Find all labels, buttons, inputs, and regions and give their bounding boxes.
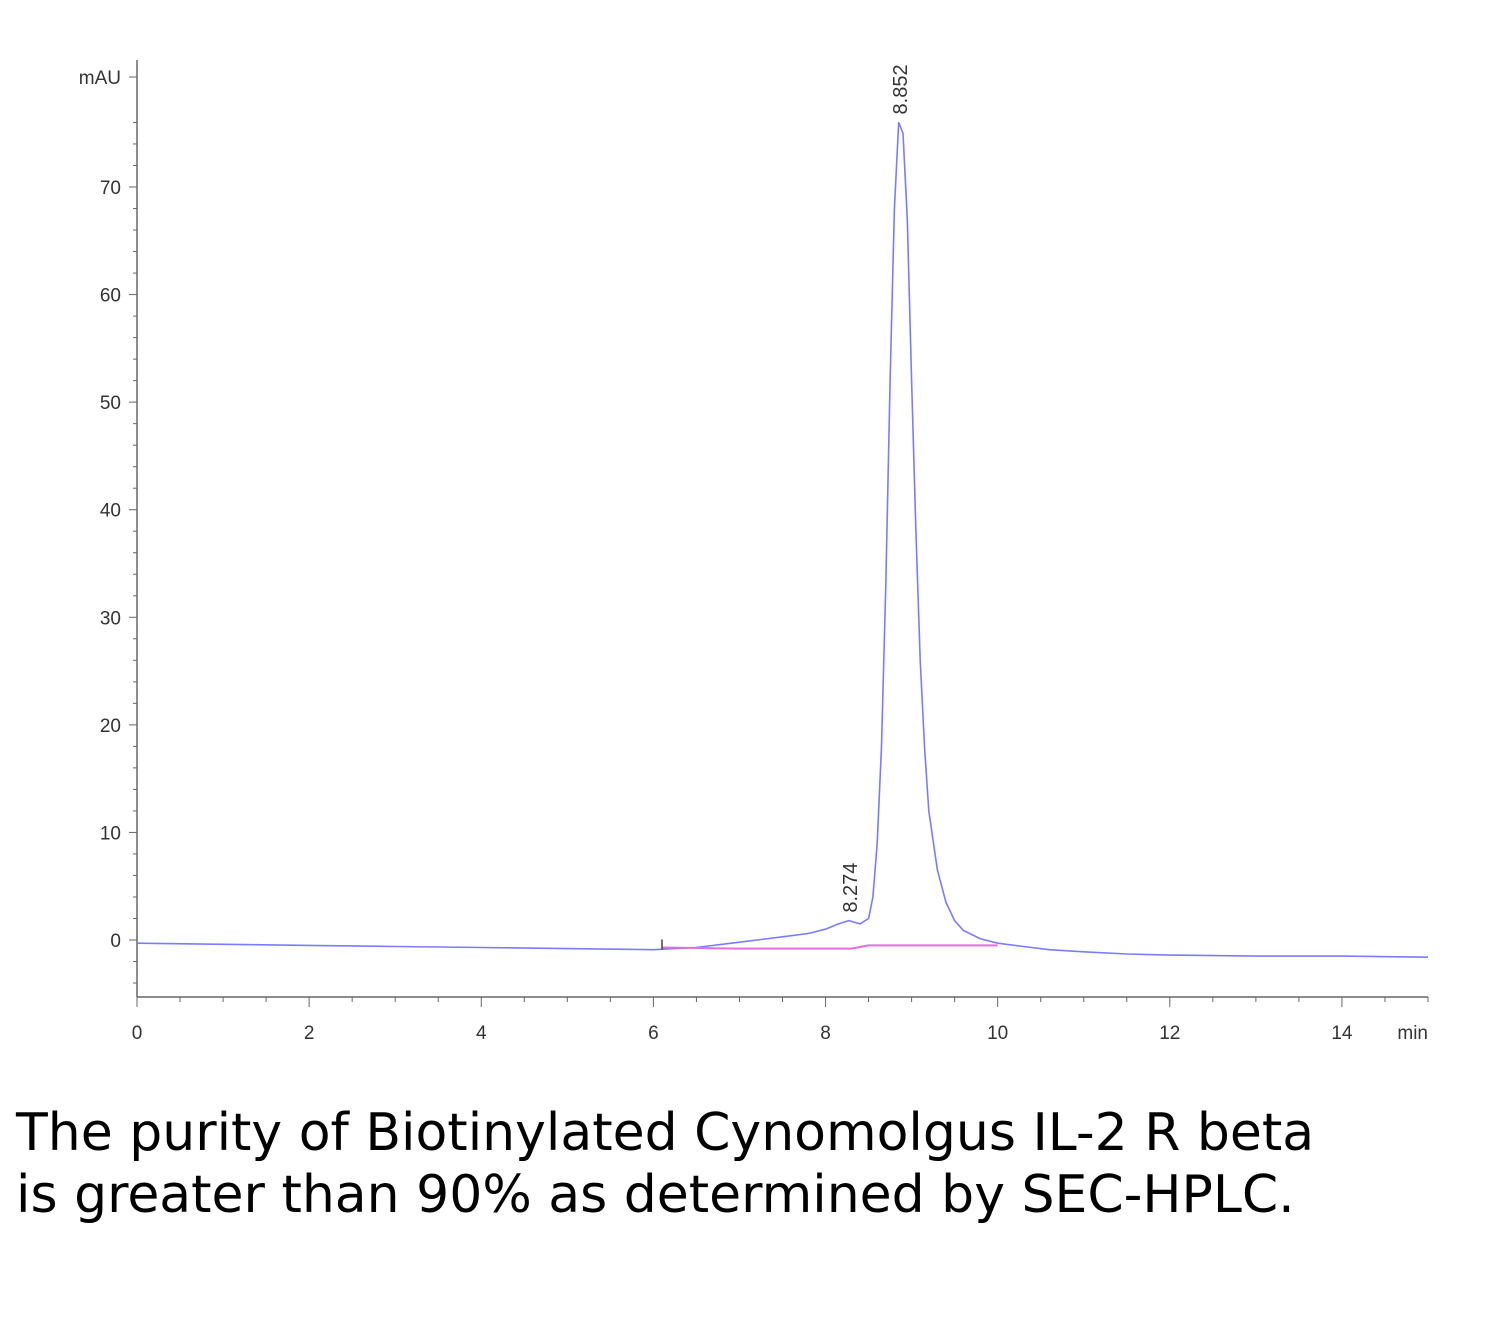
x-tick-label: 4 (476, 1023, 487, 1044)
y-tick-label: 10 (100, 823, 121, 844)
x-tick-label: 14 (1331, 1023, 1353, 1044)
axes: 0 10 20 30 40 50 60 70 mAU 0 2 4 6 8 10 12 14 min (79, 60, 1429, 1044)
figure-caption: The purity of Biotinylated Cynomolgus IL… (16, 1103, 1315, 1225)
x-tick-label: 2 (304, 1023, 315, 1044)
x-tick-label: 6 (648, 1023, 659, 1044)
chromatogram-line (136, 121, 1429, 958)
y-tick-label: 60 (100, 286, 121, 307)
x-tick-label: 8 (820, 1023, 831, 1044)
labels-group: 8.274 8.852 (840, 64, 912, 912)
y-tick-label: 40 (100, 501, 121, 522)
y-axis-unit-label: mAU (79, 68, 121, 89)
y-tick-label: 30 (100, 608, 121, 629)
y-tick-label: 0 (110, 931, 121, 952)
peak-label: 8.274 (840, 863, 862, 913)
series-group (136, 121, 1429, 958)
y-tick-label: 20 (100, 716, 121, 737)
baseline-line (661, 944, 998, 950)
x-tick-label: 0 (132, 1023, 143, 1044)
y-tick-label: 70 (100, 178, 121, 199)
x-tick-label: 12 (1159, 1023, 1180, 1044)
x-tick-label: 10 (987, 1023, 1008, 1044)
y-tick-label: 50 (100, 393, 121, 414)
x-axis-unit-label: min (1397, 1023, 1428, 1044)
peak-label: 8.852 (890, 64, 912, 114)
